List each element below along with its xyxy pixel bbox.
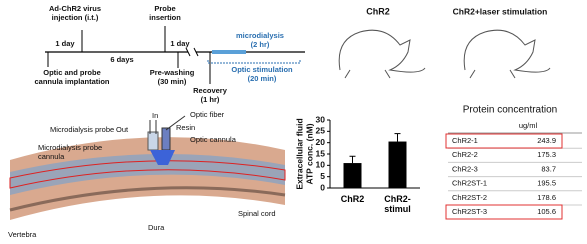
highlight [445,133,563,149]
label: Dura [148,223,165,232]
bar [343,163,362,188]
label: cannula implantation [34,77,109,86]
label: injection (i.t.) [52,13,99,22]
error-bar [394,133,401,142]
y-tick-label: 25 [316,126,326,136]
label: Out [116,125,129,134]
label: (2 hr) [251,40,270,49]
timeline: Ad-ChR2 virus injection (i.t.) Probe ins… [34,4,305,104]
label: Microdialysis probe [38,143,102,152]
x-tick-label: ChR2-stimul [384,194,411,214]
illustration: Out In Microdialysis probe Resin Optic f… [8,110,286,239]
label: Optic and probe [43,68,101,77]
cell: 178.6 [537,193,556,202]
cell: ChR2ST-2 [452,193,487,202]
error-bar [349,155,356,164]
rat-label: ChR2 [366,6,390,16]
cell: 243.9 [537,136,556,145]
label: Optic fiber [190,110,225,119]
cell: ChR2ST-1 [452,179,487,188]
y-tick-label: 0 [320,182,325,192]
cell: ChR2-3 [452,164,478,173]
y-axis-label: Extracellular fluid [294,118,304,189]
x-tick-label: ChR2 [340,194,365,204]
label: cannula [38,152,65,161]
label: In [152,111,158,120]
label: Optic cannula [190,135,237,144]
label: Probe [154,4,175,13]
label: insertion [149,13,181,22]
bar [388,141,407,188]
table: Protein concentration ug/ml ChR2-1 243.9 C… [445,105,582,220]
cell: 195.5 [537,179,556,188]
label: 1 day [55,39,75,48]
label: Microdialysis probe [50,125,114,134]
label: Pre-washing [150,68,195,77]
label: (20 min) [248,74,277,83]
label: (1 hr) [201,95,220,104]
table-title: Protein concentration [463,105,558,116]
label: Resin [176,123,195,132]
y-tick-label: 10 [316,160,326,170]
label: Ad-ChR2 virus [49,4,101,13]
label: (30 min) [158,77,187,86]
cell: 83.7 [541,164,556,173]
label: Vertebra [8,230,37,239]
label: 6 days [110,55,133,64]
y-axis-label: ATP conc. (nM) [304,123,314,184]
cell: ChR2ST-3 [452,207,487,216]
label: Recovery [193,86,228,95]
cell: 105.6 [537,207,556,216]
rats: ChR2 ChR2+laser stimulation [338,6,551,79]
cell: ChR2-1 [452,136,478,145]
table-header: ug/ml [519,121,538,130]
y-tick-label: 15 [316,148,326,158]
label: microdialysis [236,31,284,40]
cell: ChR2-2 [452,150,478,159]
rat-label: ChR2+laser stimulation [453,6,548,16]
highlight [445,204,563,220]
cell: 175.3 [537,150,556,159]
label: 1 day [170,39,190,48]
y-tick-label: 20 [316,137,326,147]
y-tick-label: 30 [316,114,326,124]
label: Optic stimulation [231,65,293,74]
y-tick-label: 5 [320,171,325,181]
label: Spinal cord [238,209,276,218]
